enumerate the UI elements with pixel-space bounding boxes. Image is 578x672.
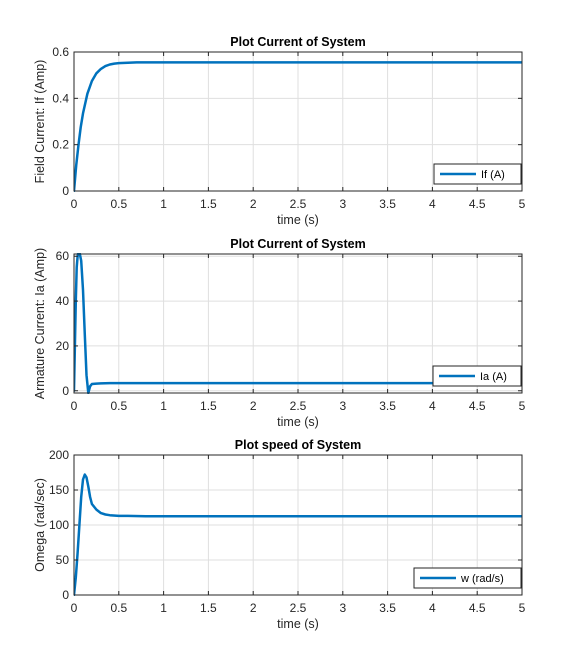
chart-panel-2: 0 0.5 1 1.5 2 2.5 3 3.5 4 4.5 5 0 20 40 60 Plot Current…	[33, 237, 526, 429]
chart-title: Plot Current of System	[230, 237, 365, 251]
y-axis-label: Field Current: If (Amp)	[33, 60, 47, 184]
x-tick-label: 1.5	[200, 197, 217, 211]
x-tick-label: 4	[429, 601, 436, 615]
y-tick-label: 60	[56, 249, 70, 263]
x-tick-label: 0.5	[110, 197, 127, 211]
legend: If (A)	[434, 164, 521, 184]
x-tick-label: 4.5	[469, 601, 486, 615]
x-tick-label: 1	[160, 197, 167, 211]
x-tick-label: 1	[160, 601, 167, 615]
x-tick-label: 1	[160, 399, 167, 413]
x-tick-label: 1.5	[200, 399, 217, 413]
y-tick-label: 0.2	[52, 138, 69, 152]
y-axis-label: Armature Current: Ia (Amp)	[33, 248, 47, 399]
x-tick-label: 0	[71, 197, 78, 211]
x-tick-label: 2	[250, 197, 257, 211]
x-tick-label: 3.5	[379, 399, 396, 413]
x-tick-label: 5	[519, 197, 526, 211]
chart-title: Plot speed of System	[235, 438, 361, 452]
y-tick-label: 0.6	[52, 45, 69, 59]
y-tick-label: 20	[56, 339, 70, 353]
x-tick-label: 4.5	[469, 399, 486, 413]
legend-label: Ia (A)	[480, 371, 507, 383]
x-tick-label: 0	[71, 399, 78, 413]
y-tick-label: 40	[56, 294, 70, 308]
x-tick-label: 4	[429, 399, 436, 413]
x-tick-label: 4	[429, 197, 436, 211]
x-tick-label: 2.5	[290, 601, 307, 615]
legend: Ia (A)	[433, 366, 521, 386]
x-tick-label: 3.5	[379, 197, 396, 211]
y-tick-label: 50	[56, 553, 70, 567]
x-tick-label: 2	[250, 601, 257, 615]
chart-panel-1: 0 0.5 1 1.5 2 2.5 3 3.5 4 4.5 5 0 0.2 0.4 0.6 Plot Curr…	[33, 35, 526, 227]
y-tick-label: 0	[62, 384, 69, 398]
x-tick-label: 0.5	[110, 399, 127, 413]
x-tick-label: 1.5	[200, 601, 217, 615]
y-tick-label: 0	[62, 184, 69, 198]
x-tick-label: 5	[519, 399, 526, 413]
x-tick-label: 4.5	[469, 197, 486, 211]
x-tick-label: 0	[71, 601, 78, 615]
x-tick-label: 2.5	[290, 399, 307, 413]
y-tick-label: 200	[49, 448, 69, 462]
y-axis-label: Omega (rad/sec)	[33, 478, 47, 572]
x-axis-label: time (s)	[277, 617, 319, 631]
y-tick-label: 0	[62, 588, 69, 602]
legend-label: w (rad/s)	[460, 573, 504, 585]
x-tick-label: 2	[250, 399, 257, 413]
x-tick-label: 0.5	[110, 601, 127, 615]
x-axis-label: time (s)	[277, 415, 319, 429]
x-axis-label: time (s)	[277, 213, 319, 227]
x-tick-label: 3	[339, 601, 346, 615]
x-tick-label: 5	[519, 601, 526, 615]
y-tick-label: 150	[49, 483, 69, 497]
x-tick-label: 3	[339, 197, 346, 211]
x-tick-label: 3.5	[379, 601, 396, 615]
y-tick-label: 0.4	[52, 91, 69, 105]
chart-title: Plot Current of System	[230, 35, 365, 49]
y-tick-label: 100	[49, 518, 69, 532]
x-tick-label: 2.5	[290, 197, 307, 211]
legend-label: If (A)	[481, 169, 505, 181]
x-tick-label: 3	[339, 399, 346, 413]
legend: w (rad/s)	[414, 568, 521, 588]
